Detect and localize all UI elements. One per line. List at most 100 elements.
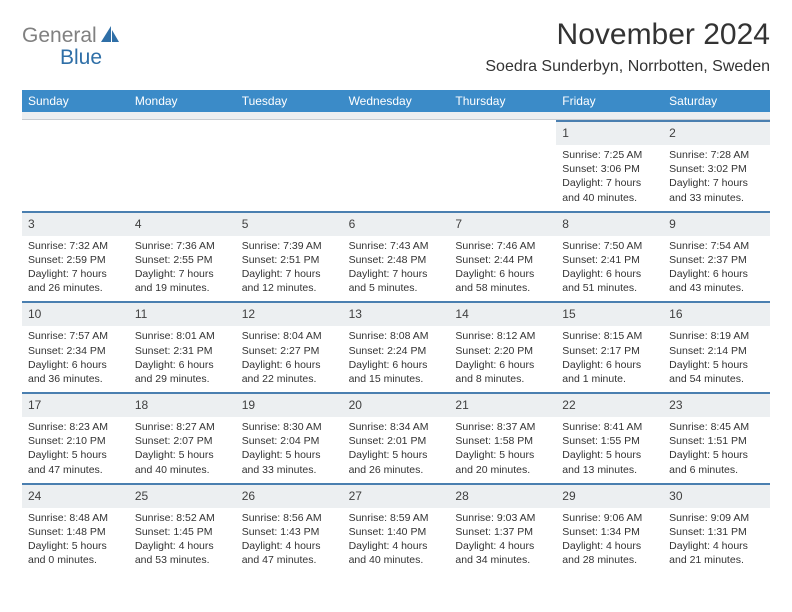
sunrise-text: Sunrise: 7:28 AM <box>669 148 764 162</box>
daylight-text: and 5 minutes. <box>349 281 444 295</box>
daynum-bar: 19 <box>236 394 343 417</box>
day-body: Sunrise: 7:36 AMSunset: 2:55 PMDaylight:… <box>129 236 236 302</box>
day-number: 25 <box>135 489 148 503</box>
day-body: Sunrise: 7:43 AMSunset: 2:48 PMDaylight:… <box>343 236 450 302</box>
sunset-text: Sunset: 2:24 PM <box>349 344 444 358</box>
day-cell: 15 Sunrise: 8:15 AMSunset: 2:17 PMDayligh… <box>556 301 663 392</box>
sunset-text: Sunset: 2:17 PM <box>562 344 657 358</box>
sunset-text: Sunset: 1:40 PM <box>349 525 444 539</box>
sunset-text: Sunset: 1:55 PM <box>562 434 657 448</box>
daylight-text: and 13 minutes. <box>562 463 657 477</box>
day-body: Sunrise: 8:41 AMSunset: 1:55 PMDaylight:… <box>556 417 663 483</box>
sunset-text: Sunset: 1:31 PM <box>669 525 764 539</box>
daylight-text: Daylight: 4 hours <box>349 539 444 553</box>
day-cell: 23Sunrise: 8:45 AMSunset: 1:51 PMDayligh… <box>663 392 770 483</box>
day-body: Sunrise: 8:01 AMSunset: 2:31 PMDaylight:… <box>129 326 236 392</box>
day-number: 19 <box>242 398 255 412</box>
daylight-text: and 43 minutes. <box>669 281 764 295</box>
sunset-text: Sunset: 1:58 PM <box>455 434 550 448</box>
sunrise-text: Sunrise: 8:27 AM <box>135 420 230 434</box>
daylight-text: and 12 minutes. <box>242 281 337 295</box>
daylight-text: and 40 minutes. <box>135 463 230 477</box>
sunset-text: Sunset: 2:10 PM <box>28 434 123 448</box>
day-cell: 11Sunrise: 8:01 AMSunset: 2:31 PMDayligh… <box>129 301 236 392</box>
daynum-bar: 14 <box>449 303 556 326</box>
daylight-text: and 8 minutes. <box>455 372 550 386</box>
day-cell: 7Sunrise: 7:46 AMSunset: 2:44 PMDaylight… <box>449 211 556 302</box>
weekday-mon: Monday <box>129 90 236 112</box>
daylight-text: and 6 minutes. <box>669 463 764 477</box>
day-cell: 27Sunrise: 8:59 AMSunset: 1:40 PMDayligh… <box>343 483 450 574</box>
sunrise-text: Sunrise: 8:37 AM <box>455 420 550 434</box>
daylight-text: and 36 minutes. <box>28 372 123 386</box>
day-cell: 17Sunrise: 8:23 AMSunset: 2:10 PMDayligh… <box>22 392 129 483</box>
sunrise-text: Sunrise: 8:34 AM <box>349 420 444 434</box>
sunrise-text: Sunrise: 8:59 AM <box>349 511 444 525</box>
weekday-tue: Tuesday <box>236 90 343 112</box>
day-body: Sunrise: 8:59 AMSunset: 1:40 PMDaylight:… <box>343 508 450 574</box>
daynum-bar: 24 <box>22 485 129 508</box>
day-number: 1 <box>562 126 569 140</box>
day-number: 22 <box>562 398 575 412</box>
sunset-text: Sunset: 2:51 PM <box>242 253 337 267</box>
daylight-text: Daylight: 4 hours <box>669 539 764 553</box>
day-cell: 22 Sunrise: 8:41 AMSunset: 1:55 PMDayligh… <box>556 392 663 483</box>
sunset-text: Sunset: 2:14 PM <box>669 344 764 358</box>
day-number: 6 <box>349 217 356 231</box>
day-number: 15 <box>562 307 575 321</box>
daynum-bar: 30 <box>663 485 770 508</box>
daynum-bar: 6 <box>343 213 450 236</box>
daynum-bar: 2 <box>663 122 770 145</box>
sunset-text: Sunset: 1:51 PM <box>669 434 764 448</box>
day-body: Sunrise: 8:37 AMSunset: 1:58 PMDaylight:… <box>449 417 556 483</box>
day-body: Sunrise: 7:46 AMSunset: 2:44 PMDaylight:… <box>449 236 556 302</box>
logo: General Blue <box>22 18 119 48</box>
day-body: Sunrise: 8:08 AMSunset: 2:24 PMDaylight:… <box>343 326 450 392</box>
day-body: Sunrise: 8:15 AMSunset: 2:17 PMDaylight:… <box>556 326 663 392</box>
day-number: 14 <box>455 307 468 321</box>
day-number: 20 <box>349 398 362 412</box>
sunrise-text: Sunrise: 8:08 AM <box>349 329 444 343</box>
day-cell: 10Sunrise: 7:57 AMSunset: 2:34 PMDayligh… <box>22 301 129 392</box>
calendar-page: General Blue November 2024 Soedra Sunder… <box>0 0 792 573</box>
daynum-bar: 29 <box>556 485 663 508</box>
daylight-text: and 58 minutes. <box>455 281 550 295</box>
day-number: 30 <box>669 489 682 503</box>
location: Soedra Sunderbyn, Norrbotten, Sweden <box>485 58 770 76</box>
day-body: Sunrise: 8:45 AMSunset: 1:51 PMDaylight:… <box>663 417 770 483</box>
daylight-text: and 40 minutes. <box>349 553 444 567</box>
sunrise-text: Sunrise: 8:04 AM <box>242 329 337 343</box>
daylight-text: and 47 minutes. <box>28 463 123 477</box>
daylight-text: Daylight: 7 hours <box>669 176 764 190</box>
weekday-sat: Saturday <box>663 90 770 112</box>
daylight-text: Daylight: 7 hours <box>242 267 337 281</box>
day-cell: 4Sunrise: 7:36 AMSunset: 2:55 PMDaylight… <box>129 211 236 302</box>
daynum-bar: 16 <box>663 303 770 326</box>
day-cell: 25 Sunrise: 8:52 AMSunset: 1:45 PMDayligh… <box>129 483 236 574</box>
daylight-text: and 19 minutes. <box>135 281 230 295</box>
daynum-bar: 12 <box>236 303 343 326</box>
sunset-text: Sunset: 3:06 PM <box>562 162 657 176</box>
daynum-bar: 26 <box>236 485 343 508</box>
weekday-sun: Sunday <box>22 90 129 112</box>
week-row: 24Sunrise: 8:48 AMSunset: 1:48 PMDayligh… <box>22 483 770 574</box>
day-body: Sunrise: 8:52 AMSunset: 1:45 PMDaylight:… <box>129 508 236 574</box>
daylight-text: Daylight: 7 hours <box>135 267 230 281</box>
day-cell: 1Sunrise: 7:25 AMSunset: 3:06 PMDaylight… <box>556 120 663 211</box>
sunrise-text: Sunrise: 7:57 AM <box>28 329 123 343</box>
day-cell: 19Sunrise: 8:30 AMSunset: 2:04 PMDayligh… <box>236 392 343 483</box>
sunset-text: Sunset: 2:41 PM <box>562 253 657 267</box>
daynum-bar: 11 <box>129 303 236 326</box>
day-cell: 29Sunrise: 9:06 AMSunset: 1:34 PMDayligh… <box>556 483 663 574</box>
daylight-text: Daylight: 7 hours <box>28 267 123 281</box>
daylight-text: Daylight: 5 hours <box>349 448 444 462</box>
day-cell: 5Sunrise: 7:39 AMSunset: 2:51 PMDaylight… <box>236 211 343 302</box>
day-cell: 16Sunrise: 8:19 AMSunset: 2:14 PMDayligh… <box>663 301 770 392</box>
daylight-text: Daylight: 4 hours <box>242 539 337 553</box>
sunset-text: Sunset: 2:31 PM <box>135 344 230 358</box>
daylight-text: Daylight: 7 hours <box>349 267 444 281</box>
sunset-text: Sunset: 2:44 PM <box>455 253 550 267</box>
day-body: Sunrise: 8:27 AMSunset: 2:07 PMDaylight:… <box>129 417 236 483</box>
sunset-text: Sunset: 2:07 PM <box>135 434 230 448</box>
header-spacer <box>22 112 770 120</box>
